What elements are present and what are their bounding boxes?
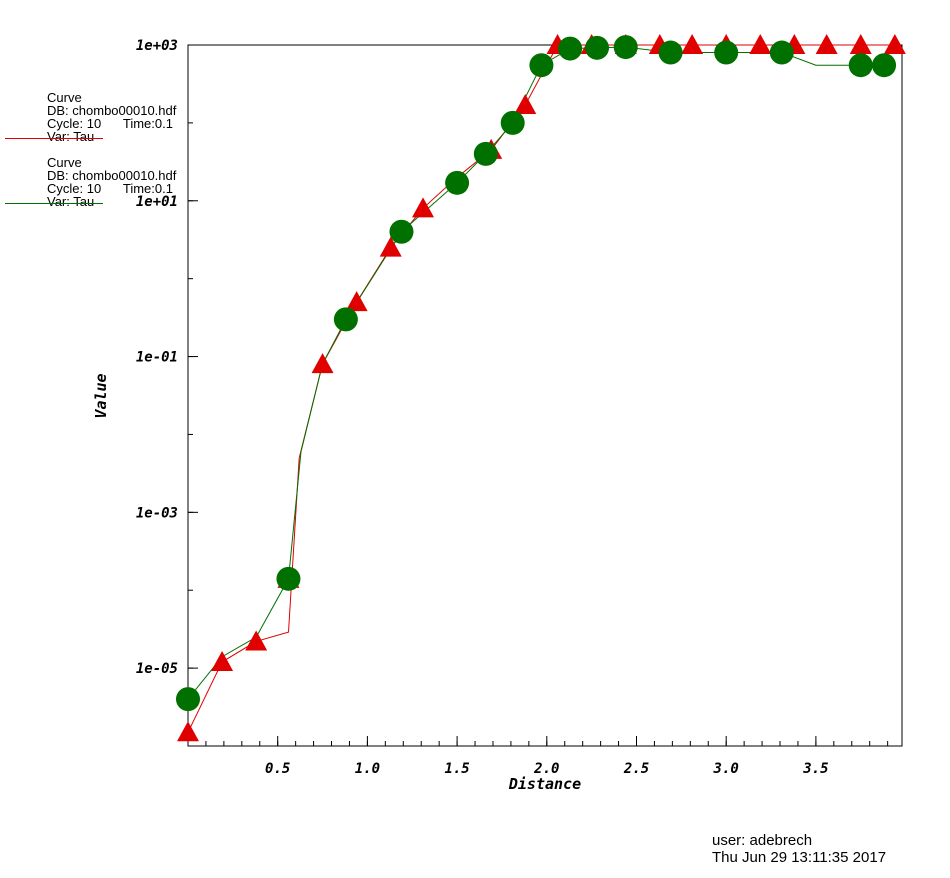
- series-lines: [187, 44, 895, 733]
- triangle-marker: [681, 34, 704, 54]
- circle-marker: [333, 307, 358, 332]
- series-markers: [176, 34, 906, 742]
- x-axis: 0.5 1.0 1.5 2.0 2.5 3.0 3.5: [205, 736, 889, 777]
- triangle-marker: [245, 630, 268, 651]
- circle-marker: [529, 53, 554, 78]
- triangle-marker: [379, 236, 402, 257]
- triangle-marker: [815, 34, 838, 54]
- circle-marker: [613, 35, 638, 60]
- legend-var-label: Var: Tau: [47, 129, 95, 144]
- y-tick-label: 1e-05: [136, 661, 178, 677]
- circle-marker: [714, 40, 739, 65]
- x-tick-label: 3.5: [802, 761, 828, 777]
- y-tick-label: 1e+01: [136, 194, 178, 210]
- y-tick-label: 1e-03: [136, 505, 178, 521]
- circle-marker: [769, 40, 794, 65]
- legend-var-label: Var: Tau: [47, 194, 95, 209]
- triangle-marker: [177, 721, 199, 742]
- triangle-marker: [211, 650, 234, 671]
- legend-swatch-red: [5, 138, 103, 139]
- x-tick-label: 2.0: [533, 761, 559, 777]
- circle-marker: [176, 687, 200, 712]
- legend-entry-2: Curve DB: chombo00010.hdf Cycle: 10 Time…: [47, 156, 176, 208]
- legend-db-label: DB: chombo00010.hdf: [47, 103, 177, 118]
- legend-cycle-row: Cycle: 10 Time:0.1: [47, 182, 176, 195]
- legend-db-label: DB: chombo00010.hdf: [47, 168, 177, 183]
- circle-marker: [473, 141, 498, 166]
- triangle-marker: [749, 34, 772, 54]
- footer: user: adebrech Thu Jun 29 13:11:35 2017: [712, 832, 886, 866]
- series-line-red: [187, 44, 895, 733]
- x-tick-label: 1.0: [355, 761, 380, 777]
- x-tick-label: 1.5: [444, 761, 469, 777]
- footer-date: Thu Jun 29 13:11:35 2017: [712, 849, 887, 866]
- triangle-marker: [345, 291, 368, 312]
- x-tick-label: 0.5: [265, 761, 290, 777]
- legend-entry-1: Curve DB: chombo00010.hdf Cycle: 10 Time…: [47, 91, 176, 143]
- triangle-marker: [514, 93, 537, 114]
- legend-swatch-green: [5, 203, 103, 204]
- legend-curve-label: Curve: [47, 155, 82, 170]
- series-line-green: [187, 46, 885, 700]
- legend-time: Time:0.1: [122, 116, 173, 131]
- y-axis-title: Value: [92, 373, 110, 418]
- circle-marker: [558, 36, 583, 61]
- x-tick-label: 2.5: [623, 761, 649, 777]
- circle-marker: [872, 53, 897, 78]
- circle-marker: [389, 219, 414, 244]
- footer-user: user: adebrech: [712, 832, 813, 849]
- x-axis-title: Distance: [508, 775, 581, 793]
- legend-curve-label: Curve: [47, 90, 82, 105]
- plot-frame: [187, 44, 903, 747]
- y-tick-label: 1e+03: [136, 38, 178, 54]
- triangle-marker: [883, 34, 906, 54]
- circle-marker: [848, 53, 873, 78]
- circle-marker: [445, 170, 470, 195]
- triangle-marker: [412, 197, 435, 218]
- legend: Curve DB: chombo00010.hdf Cycle: 10 Time…: [0, 0, 200, 230]
- legend-time: Time:0.1: [122, 181, 173, 196]
- y-tick-label: 1e-01: [136, 350, 178, 366]
- legend-cycle: Cycle: 10: [47, 116, 102, 131]
- circle-marker: [276, 566, 301, 591]
- triangle-marker: [849, 34, 872, 54]
- x-tick-label: 3.0: [713, 761, 739, 777]
- y-axis: 1e-05 1e-03 1e-01 1e+01 1e+03: [136, 38, 198, 747]
- legend-cycle: Cycle: 10: [47, 181, 102, 196]
- circle-marker: [585, 35, 610, 60]
- legend-cycle-row: Cycle: 10 Time:0.1: [47, 117, 176, 130]
- triangle-marker: [311, 353, 334, 374]
- circle-marker: [500, 110, 525, 135]
- circle-marker: [658, 40, 683, 65]
